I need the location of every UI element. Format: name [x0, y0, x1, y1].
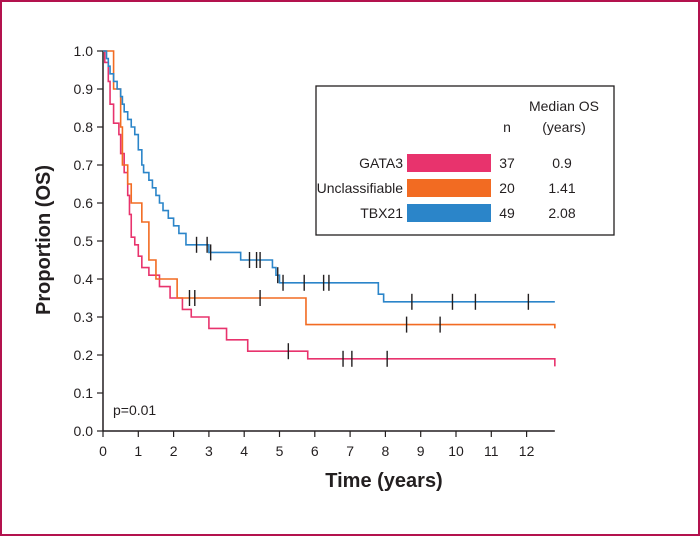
survival-curves: [103, 50, 556, 367]
legend-median: 2.08: [548, 205, 575, 221]
legend-swatch: [407, 179, 491, 197]
x-axis-title: Time (years): [325, 470, 442, 492]
x-tick-label: 11: [484, 443, 499, 459]
y-ticks: 0.0 0.1 0.2 0.3 0.4 0.5 0.6 0.7 0.8 0.9 1.0: [74, 43, 103, 439]
y-tick-label: 0.7: [74, 157, 94, 173]
legend: Median OS n (years) GATA3 37 0.9 Unclassifi…: [315, 85, 615, 236]
y-tick-label: 0.0: [74, 423, 94, 439]
x-tick-label: 4: [240, 443, 248, 459]
y-tick-label: 0.5: [74, 233, 94, 249]
legend-median: 0.9: [552, 155, 572, 171]
y-tick-label: 1.0: [74, 43, 94, 59]
x-tick-label: 10: [448, 443, 464, 459]
x-ticks: 0 1 2 3 4 5 6 7 8 9 10 11 12: [99, 431, 535, 459]
curve-gata3: [103, 50, 556, 367]
legend-label: GATA3: [359, 155, 403, 171]
y-tick-label: 0.9: [74, 81, 94, 97]
p-value-annotation: p=0.01: [113, 402, 156, 418]
y-tick-label: 0.2: [74, 347, 94, 363]
y-tick-label: 0.8: [74, 119, 94, 135]
legend-n: 20: [499, 180, 515, 196]
axes: 0 1 2 3 4 5 6 7 8 9 10 11 12 0.00.10.20.30.40.50.60.…: [74, 43, 555, 459]
legend-median: 1.41: [548, 180, 575, 196]
legend-n: 49: [499, 205, 515, 221]
x-tick-label: 0: [99, 443, 107, 459]
y-tick-label: 0.6: [74, 195, 94, 211]
x-tick-label: 7: [346, 443, 354, 459]
legend-header-median-line1: Median OS: [529, 98, 599, 114]
y-tick-label: 0.4: [74, 271, 94, 287]
curve-tbx21: [103, 50, 555, 303]
legend-swatch: [407, 154, 491, 172]
y-tick-label: 0.1: [74, 385, 94, 401]
x-tick-label: 6: [311, 443, 319, 459]
x-tick-label: 1: [134, 443, 142, 459]
x-tick-label: 12: [519, 443, 535, 459]
x-tick-label: 2: [170, 443, 178, 459]
curve-unclassifiable: [103, 50, 556, 329]
x-tick-label: 5: [276, 443, 284, 459]
legend-header-n: n: [503, 119, 511, 135]
legend-rows: GATA3 37 0.9 Unclassifiable 20 1.41 TBX21 49 2.0…: [317, 154, 576, 222]
x-tick-label: 9: [417, 443, 425, 459]
legend-n: 37: [499, 155, 515, 171]
x-tick-label: 8: [382, 443, 390, 459]
legend-label: Unclassifiable: [317, 180, 404, 196]
y-axis-title: Proportion (OS): [33, 165, 55, 315]
legend-label: TBX21: [360, 205, 403, 221]
censor-marks: [188, 236, 530, 367]
legend-header-median-line2: (years): [542, 119, 586, 135]
y-tick-label: 0.3: [74, 309, 94, 325]
legend-swatch: [407, 204, 491, 222]
x-tick-label: 3: [205, 443, 213, 459]
